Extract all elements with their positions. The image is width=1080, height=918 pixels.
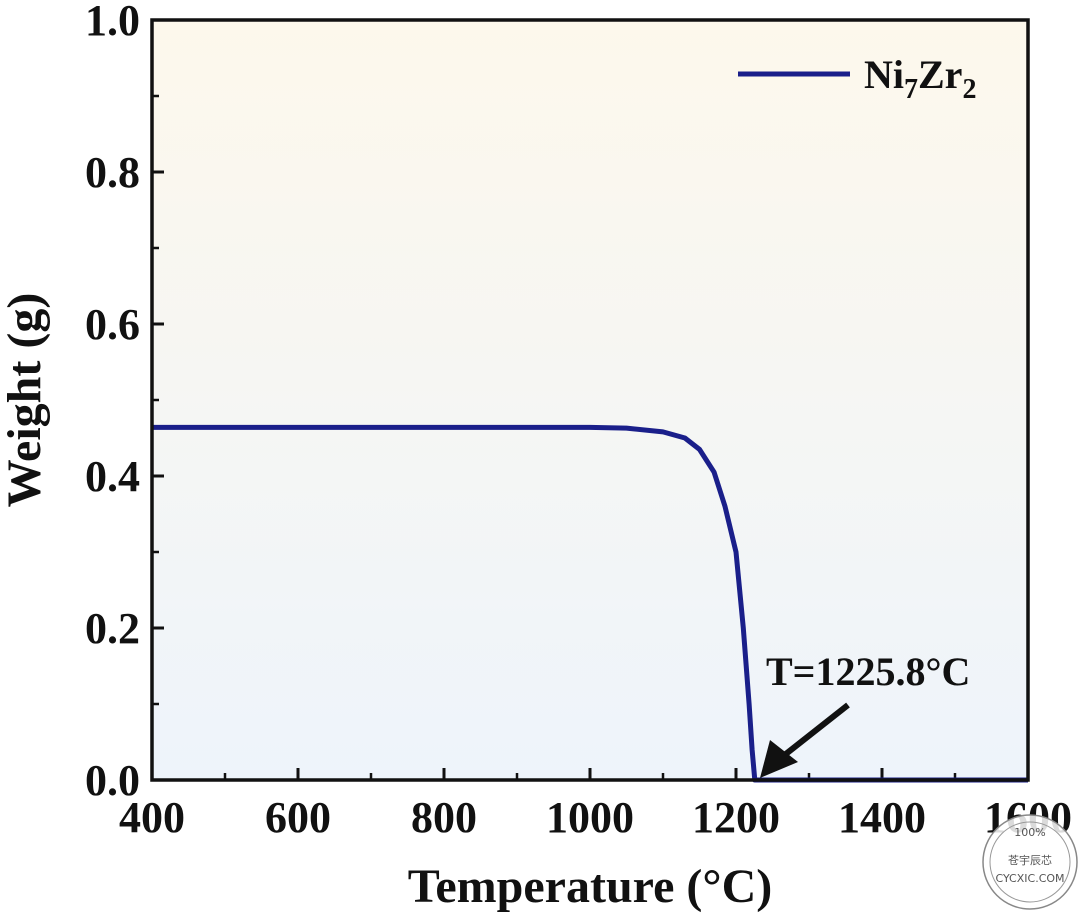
watermark-line2: 苍宇辰芯 [1008,853,1052,867]
watermark-stamp: 100% 苍宇辰芯 CYCXIC.COM [982,814,1078,910]
annotation-arrowhead [760,740,798,778]
plot-background [152,20,1028,780]
y-tick-label: 0.4 [85,452,140,501]
x-tick-label: 400 [119,793,185,842]
x-tick-label: 600 [265,793,331,842]
x-tick-label: 1400 [838,793,926,842]
x-tick-label: 1000 [546,793,634,842]
x-axis-title: Temperature (°C) [408,860,772,913]
x-tick-label: 800 [411,793,477,842]
y-axis-title: Weight (g) [0,293,51,508]
watermark-line1: 100% [1014,826,1045,839]
annotation-label: T=1225.8°C [766,649,970,694]
watermark-line3: CYCXIC.COM [995,872,1064,885]
plot-frame [150,18,1030,782]
y-tick-label: 1.0 [85,0,140,45]
y-tick-label: 0.6 [85,300,140,349]
legend: Ni7Zr2 [738,52,976,105]
x-tick-label: 1200 [692,793,780,842]
y-tick-label: 0.2 [85,604,140,653]
y-tick-label: 0.0 [85,756,140,805]
y-tick-label: 0.8 [85,148,140,197]
legend-label: Ni7Zr2 [864,52,976,105]
annotation-arrow-shaft [780,702,850,760]
